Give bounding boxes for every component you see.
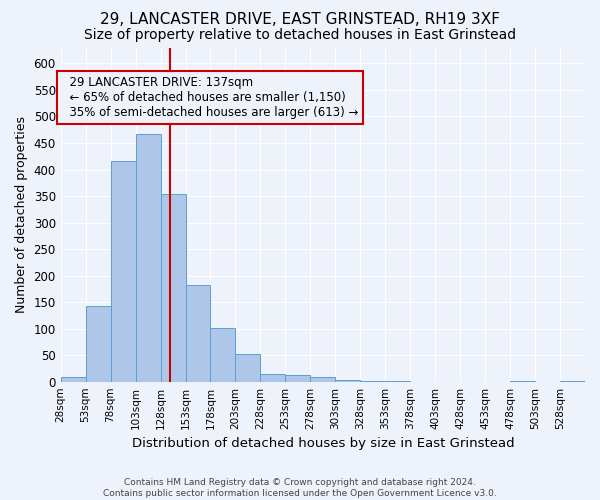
Bar [510, 380, 535, 382]
Bar [110, 161, 136, 382]
Bar [185, 284, 211, 382]
Bar [136, 134, 161, 382]
Bar [161, 194, 185, 382]
Bar [286, 376, 310, 382]
Bar [211, 328, 235, 382]
Bar [260, 374, 286, 382]
Bar [235, 354, 260, 382]
Y-axis label: Number of detached properties: Number of detached properties [15, 116, 28, 313]
Text: Contains HM Land Registry data © Crown copyright and database right 2024.
Contai: Contains HM Land Registry data © Crown c… [103, 478, 497, 498]
Bar [360, 380, 385, 382]
Bar [560, 380, 585, 382]
Bar [310, 377, 335, 382]
Bar [86, 306, 110, 382]
Text: 29 LANCASTER DRIVE: 137sqm
  ← 65% of detached houses are smaller (1,150)
  35% : 29 LANCASTER DRIVE: 137sqm ← 65% of deta… [62, 76, 358, 119]
Text: Size of property relative to detached houses in East Grinstead: Size of property relative to detached ho… [84, 28, 516, 42]
Text: 29, LANCASTER DRIVE, EAST GRINSTEAD, RH19 3XF: 29, LANCASTER DRIVE, EAST GRINSTEAD, RH1… [100, 12, 500, 28]
X-axis label: Distribution of detached houses by size in East Grinstead: Distribution of detached houses by size … [131, 437, 514, 450]
Bar [61, 378, 86, 382]
Bar [385, 381, 410, 382]
Bar [335, 380, 360, 382]
